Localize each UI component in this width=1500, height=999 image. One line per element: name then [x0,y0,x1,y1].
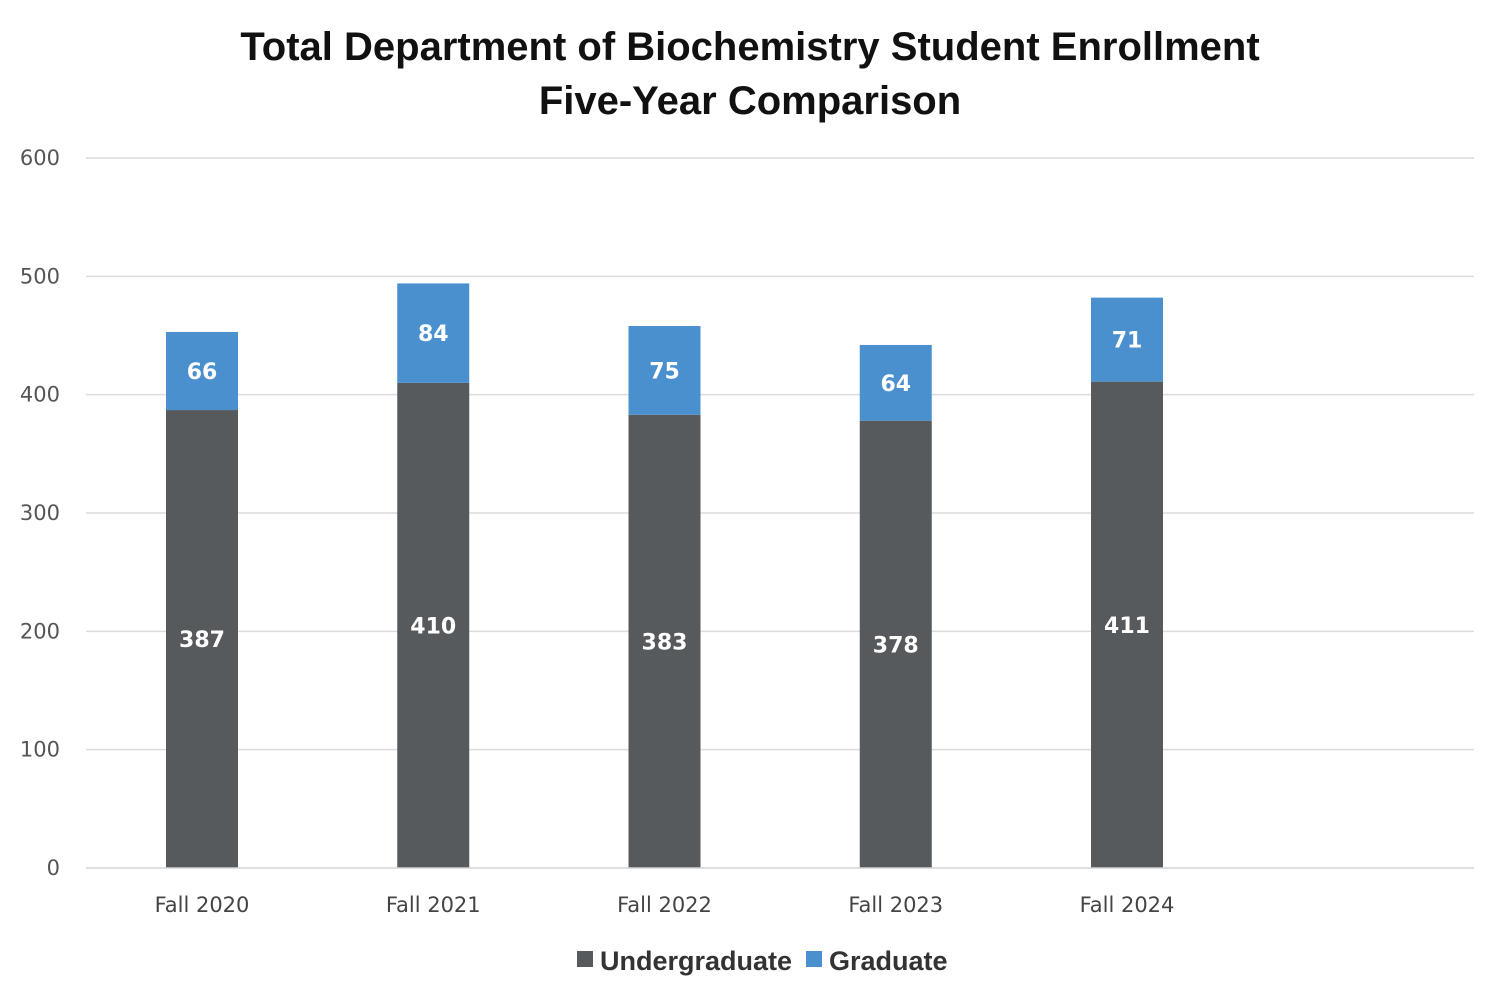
x-axis-categories: Fall 2020 Fall 2021 Fall 2022 Fall 2023 Fall… [155,893,1175,917]
y-tick-label: 100 [20,738,60,762]
chart-title-line-1: Total Department of Biochemistry Student… [240,25,1259,69]
data-label-graduate-2: 84 [418,322,449,347]
data-label-undergraduate-5: 411 [1104,614,1150,639]
bar-undergraduate-2 [397,382,470,868]
chart-title-line-2: Five-Year Comparison [539,79,961,123]
chart-title: Total Department of Biochemistry Student… [240,25,1259,123]
bar-undergraduate-3 [628,414,701,868]
y-tick-label: 400 [20,383,60,407]
y-tick-label: 500 [20,264,60,288]
bar-undergraduate-5 [1091,381,1163,868]
y-tick-label: 600 [20,146,60,170]
bar-graduate-2 [397,283,470,383]
x-category-label: Fall 2023 [848,893,943,917]
y-tick-label: 200 [20,619,60,643]
data-label-graduate-1: 66 [187,360,218,385]
y-tick-label: 300 [20,501,60,525]
legend-label-graduate: Graduate [829,946,948,976]
legend-swatch-graduate [806,951,822,967]
data-label-graduate-3: 75 [649,359,680,384]
data-label-undergraduate-1: 387 [179,628,225,653]
bar-graduate-4 [859,344,932,421]
x-category-label: Fall 2022 [617,893,712,917]
data-label-undergraduate-4: 378 [873,633,919,658]
bars [166,283,1163,868]
data-label-undergraduate-3: 383 [642,630,688,655]
x-category-label: Fall 2021 [386,893,481,917]
data-labels: 387 66 410 84 383 75 378 64 411 71 [179,322,1150,658]
legend-label-undergraduate: Undergraduate [600,946,792,976]
bar-graduate-3 [628,326,701,415]
grid-lines [86,157,1474,751]
x-category-label: Fall 2020 [155,893,250,917]
data-label-graduate-4: 64 [880,372,911,397]
y-axis-ticks: 0 100 200 300 400 500 600 [20,146,60,880]
data-label-undergraduate-2: 410 [410,614,456,639]
bar-graduate-5 [1091,297,1163,382]
bar-undergraduate-4 [859,420,932,868]
data-label-graduate-5: 71 [1112,329,1143,354]
legend-swatch-undergraduate [577,951,593,967]
bar-graduate-1 [166,331,238,411]
y-tick-label: 0 [47,856,60,880]
legend: Undergraduate Graduate [577,946,948,976]
bar-undergraduate-1 [166,410,238,868]
x-category-label: Fall 2024 [1080,893,1175,917]
